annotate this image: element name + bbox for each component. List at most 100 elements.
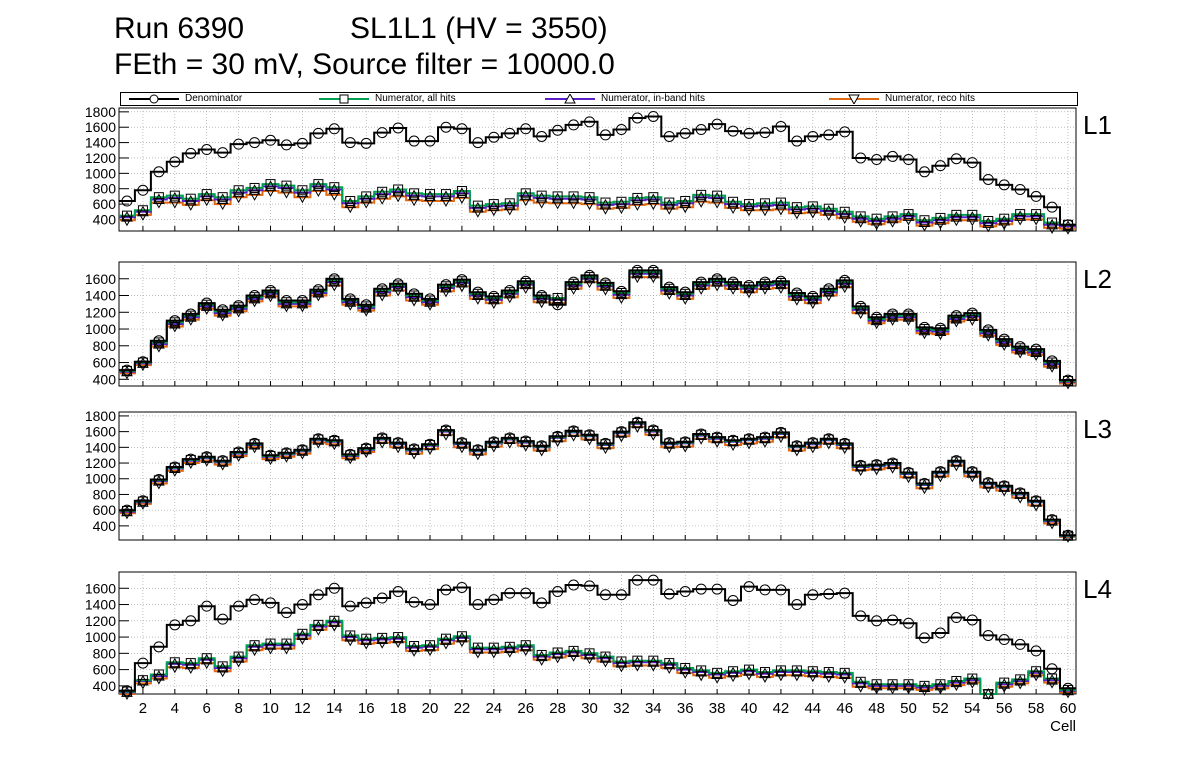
data-point	[966, 215, 979, 227]
data-point	[583, 277, 596, 289]
data-point	[631, 272, 644, 284]
data-point	[870, 679, 883, 691]
data-point	[264, 643, 277, 655]
data-point	[185, 193, 196, 204]
data-point	[775, 283, 787, 295]
data-point	[1014, 347, 1027, 359]
data-point	[759, 437, 771, 448]
data-point	[647, 661, 660, 672]
data-point	[1014, 678, 1027, 690]
legend-label: Numerator, reco hits	[885, 93, 976, 104]
data-point	[934, 683, 947, 695]
legend-item-reco-hits: Numerator, reco hits	[829, 93, 975, 105]
data-point	[903, 209, 914, 220]
data-point	[551, 652, 564, 664]
data-point	[886, 463, 899, 474]
data-point	[1062, 687, 1074, 699]
data-point	[329, 275, 340, 286]
data-point	[1062, 378, 1074, 390]
data-point	[552, 293, 563, 304]
legend: Denominator Numerator, all hits Numerato…	[120, 92, 1078, 106]
x-tick-label: 40	[741, 700, 758, 717]
data-point	[487, 298, 500, 310]
data-point	[393, 280, 404, 291]
data-point	[200, 195, 213, 207]
legend-label: Denominator	[185, 93, 243, 104]
data-point	[312, 438, 325, 449]
data-point	[1030, 670, 1042, 682]
data-point	[998, 486, 1011, 497]
data-point	[615, 124, 627, 136]
data-point	[520, 277, 531, 288]
data-point	[615, 293, 628, 305]
data-point	[121, 365, 133, 377]
data-point	[727, 125, 739, 137]
data-point	[184, 458, 197, 470]
x-tick-label: 18	[390, 700, 407, 717]
data-point	[902, 679, 915, 691]
x-tick-label: 12	[294, 700, 311, 717]
data-point	[743, 127, 755, 139]
data-point	[360, 306, 373, 317]
data-point	[312, 127, 324, 139]
data-point	[775, 584, 787, 596]
data-point	[280, 297, 293, 309]
x-tick-label: 24	[485, 700, 502, 717]
x-tick-label: 10	[262, 700, 279, 717]
data-point	[408, 135, 420, 147]
data-point	[727, 284, 739, 295]
data-point	[488, 293, 499, 304]
data-point	[631, 574, 643, 586]
data-point	[807, 666, 818, 677]
data-point	[535, 445, 548, 457]
data-point	[711, 118, 723, 130]
data-point	[344, 137, 356, 149]
data-point	[823, 129, 835, 141]
data-point	[695, 124, 707, 136]
data-point	[264, 180, 277, 191]
data-point	[870, 314, 883, 326]
data-point	[328, 582, 340, 594]
data-point	[744, 664, 755, 675]
y-tick-label: 1200	[85, 150, 116, 166]
data-point	[1062, 530, 1074, 541]
data-point	[456, 193, 468, 204]
data-point	[313, 179, 324, 190]
data-point	[1047, 217, 1058, 228]
data-point	[440, 189, 451, 200]
data-point	[504, 587, 516, 599]
panel-frame	[118, 107, 1077, 232]
panel-label: L1	[1083, 110, 1112, 140]
data-point	[393, 632, 404, 643]
data-point	[886, 311, 899, 322]
data-point	[823, 285, 834, 296]
data-point	[870, 464, 883, 476]
data-point	[153, 478, 165, 490]
data-point	[361, 191, 372, 202]
data-point	[712, 275, 723, 286]
data-point	[169, 190, 180, 201]
y-tick-label: 1200	[85, 455, 116, 471]
data-point	[759, 584, 771, 596]
data-point	[217, 147, 229, 159]
data-point	[663, 204, 676, 215]
data-point	[264, 287, 277, 299]
data-point	[216, 460, 229, 471]
data-point	[679, 586, 691, 598]
data-point	[520, 188, 531, 199]
data-point	[568, 579, 580, 591]
data-point	[503, 647, 516, 658]
data-point	[408, 189, 420, 201]
data-point	[201, 653, 212, 664]
data-point	[807, 589, 819, 601]
data-point	[615, 661, 628, 673]
data-point	[711, 673, 723, 684]
data-point	[1030, 666, 1042, 678]
data-point	[950, 215, 963, 227]
data-point	[519, 645, 532, 657]
data-point	[711, 437, 723, 448]
data-point	[775, 197, 786, 208]
data-point	[1014, 183, 1026, 195]
data-point	[409, 188, 420, 199]
data-point	[1014, 214, 1027, 226]
